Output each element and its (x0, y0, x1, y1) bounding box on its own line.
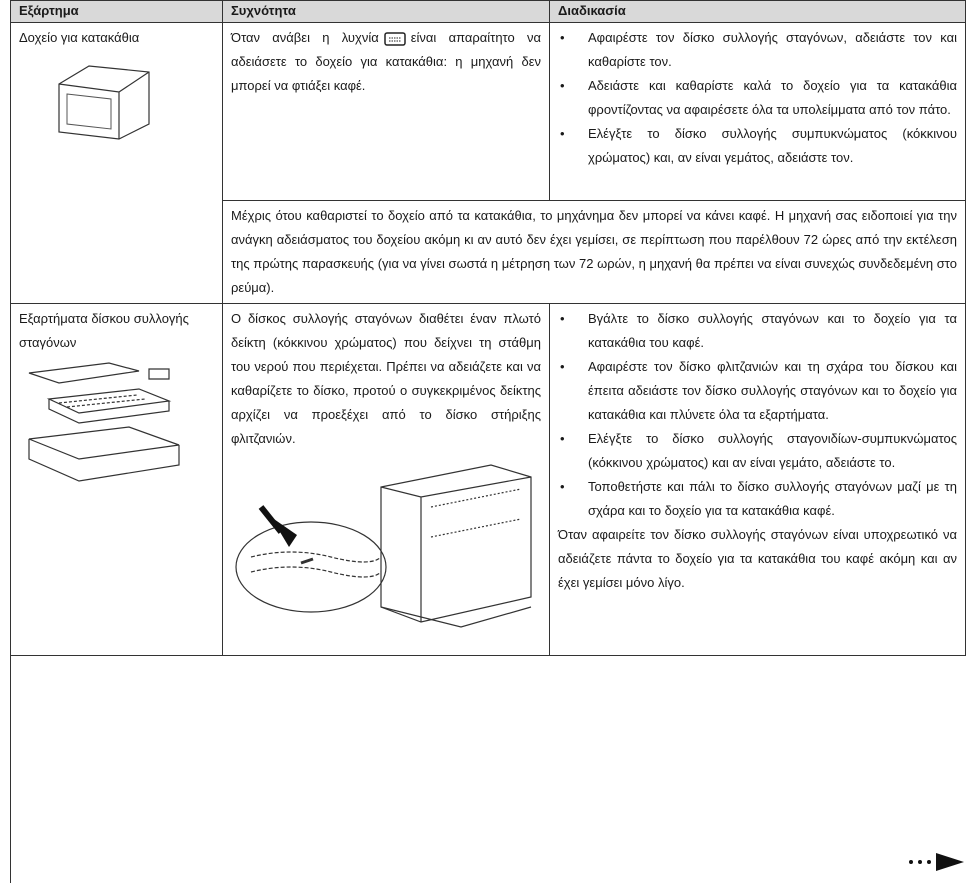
procedure-cell: Βγάλτε το δίσκο συλλογής σταγόνων και το… (549, 303, 966, 656)
procedure-step: Αδειάστε και καθαρίστε καλά το δοχείο γι… (560, 74, 957, 122)
procedure-list: Αφαιρέστε τον δίσκο συλλογής σταγόνων, α… (558, 26, 957, 170)
component-cell: Δοχείο για κατακάθια (10, 22, 223, 304)
component-label: Εξαρτήματα δίσκου συλλογής σταγόνων (19, 311, 189, 350)
header-cell: Εξάρτημα (10, 0, 223, 23)
procedure-step: Αφαιρέστε τον δίσκο φλιτζανιών και τη σχ… (560, 355, 957, 427)
frequency-cell: Ο δίσκος συλλογής σταγόνων διαθέτει έναν… (222, 303, 550, 656)
maintenance-table: Εξάρτημα Συχνότητα Διαδικασία Δοχείο για… (10, 0, 966, 656)
continuation-row (10, 650, 966, 883)
grounds-container-illustration (58, 65, 150, 140)
frequency-cell: Όταν ανάβει η λυχνία είναι απαραίτητο να … (222, 22, 550, 201)
frequency-text: Ο δίσκος συλλογής σταγόνων διαθέτει έναν… (231, 311, 541, 446)
procedure-step: Αφαιρέστε τον δίσκο συλλογής σταγόνων, α… (560, 26, 957, 74)
drip-tray-illustration (28, 362, 180, 482)
header-cell: Διαδικασία (549, 0, 966, 23)
lamp-icon (383, 31, 406, 46)
header-cell: Συχνότητα (222, 0, 550, 23)
continue-arrow (909, 853, 964, 871)
procedure-cell: Αφαιρέστε τον δίσκο συλλογής σταγόνων, α… (549, 22, 966, 201)
component-label: Δοχείο για κατακάθια (19, 30, 140, 45)
note-cell: Μέχρις ότου καθαριστεί το δοχείο από τα … (222, 200, 966, 304)
note-text: Μέχρις ότου καθαριστεί το δοχείο από τα … (231, 208, 957, 295)
procedure-step: Βγάλτε το δίσκο συλλογής σταγόνων και το… (560, 307, 957, 355)
procedure-step: Ελέγξτε το δίσκο συλλογής συμπυκνώματος … (560, 122, 957, 170)
machine-illustration (235, 464, 532, 628)
component-cell: Εξαρτήματα δίσκου συλλογής σταγόνων (10, 303, 223, 656)
procedure-step: Ελέγξτε το δίσκο συλλογής σταγονιδίων-συ… (560, 427, 957, 475)
closing-text: Όταν αφαιρείτε τον δίσκο συλλογής σταγόν… (558, 527, 957, 590)
procedure-list: Βγάλτε το δίσκο συλλογής σταγόνων και το… (558, 307, 957, 523)
frequency-text: Όταν ανάβει η λυχνία (231, 30, 379, 45)
procedure-step: Τοποθετήστε και πάλι το δίσκο συλλογής σ… (560, 475, 957, 523)
frequency-text: είναι απαραίτητο να αδειάσετε το δοχείο … (231, 30, 541, 93)
